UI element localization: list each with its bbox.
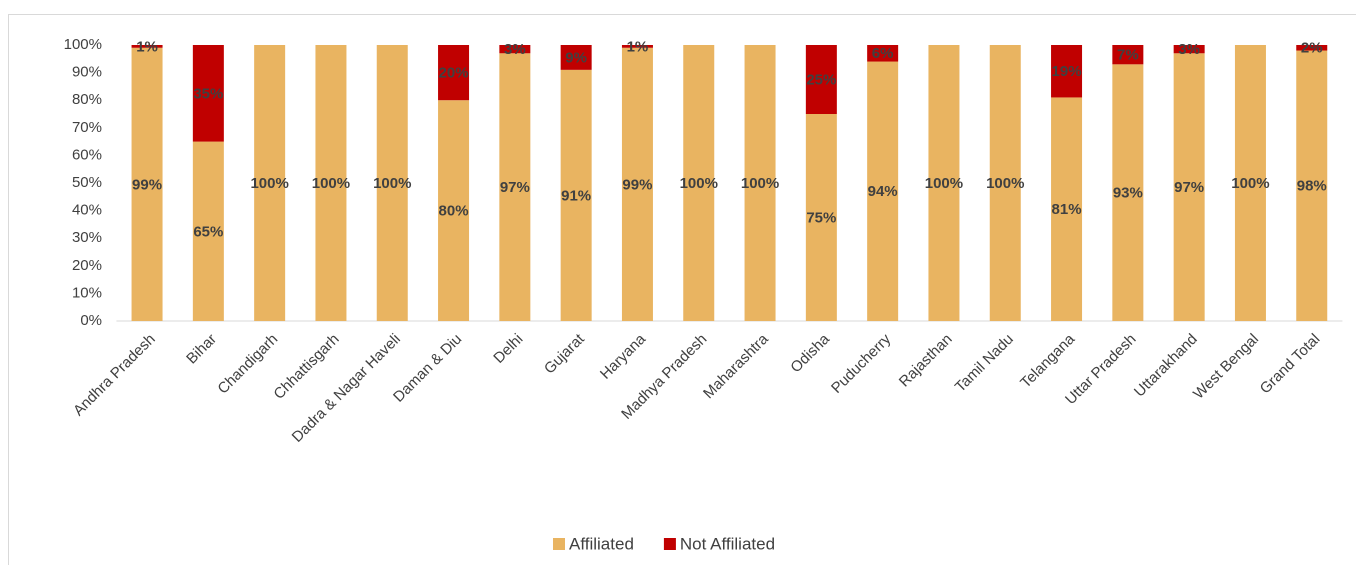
y-tick-label: 90%: [72, 64, 102, 81]
bar-segment: [560, 45, 592, 70]
bar-segment: [560, 69, 592, 321]
bar-segment: [438, 100, 470, 321]
data-label: 98%: [1297, 178, 1327, 195]
data-label: 100%: [250, 175, 288, 192]
data-label: 99%: [132, 176, 162, 193]
y-tick-label: 30%: [72, 229, 102, 246]
data-label: 25%: [806, 71, 836, 88]
data-label: 97%: [500, 179, 530, 196]
bar-segment: [1112, 64, 1144, 321]
bar-segment: [1051, 45, 1083, 98]
data-label: 100%: [680, 175, 718, 192]
bar-segment: [1296, 45, 1328, 51]
bar-segment: [192, 45, 224, 142]
data-label: 9%: [565, 49, 587, 66]
data-label: 97%: [1174, 179, 1204, 196]
data-label: 80%: [439, 203, 469, 220]
y-tick-label: 100%: [64, 36, 102, 53]
legend-swatch: [553, 538, 565, 550]
data-label: 35%: [193, 85, 223, 102]
data-label: 100%: [986, 175, 1024, 192]
data-label: 100%: [741, 175, 779, 192]
bar-segment: [1173, 45, 1205, 54]
bar-segment: [744, 45, 776, 321]
y-tick-label: 0%: [80, 312, 102, 329]
data-label: 3%: [504, 41, 526, 58]
data-label: 2%: [1301, 40, 1323, 57]
bar-segment: [805, 45, 837, 114]
bar-segment: [131, 45, 163, 48]
bar-segment: [499, 53, 531, 321]
bar-segment: [989, 45, 1021, 321]
y-tick-label: 80%: [72, 91, 102, 108]
data-label: 100%: [925, 175, 963, 192]
y-tick-label: 10%: [72, 284, 102, 301]
bar-segment: [621, 45, 653, 48]
data-label: 100%: [312, 175, 350, 192]
y-tick-label: 60%: [72, 146, 102, 163]
legend-label: Affiliated: [569, 534, 634, 553]
data-label: 93%: [1113, 185, 1143, 202]
data-label: 1%: [627, 38, 649, 55]
bar-segment: [1051, 97, 1083, 321]
legend-label: Not Affiliated: [680, 534, 775, 553]
bar-segment: [1234, 45, 1266, 321]
bar-segment: [621, 47, 653, 321]
bar-segment: [1296, 50, 1328, 322]
data-label: 6%: [872, 45, 894, 62]
y-tick-label: 20%: [72, 257, 102, 274]
data-label: 99%: [622, 176, 652, 193]
bar-segment: [254, 45, 286, 321]
data-label: 94%: [868, 183, 898, 200]
data-label: 100%: [1231, 175, 1269, 192]
y-tick-label: 70%: [72, 119, 102, 136]
bar-segment: [192, 141, 224, 321]
legend-swatch: [663, 538, 676, 550]
bar-segment: [438, 45, 470, 101]
data-label: 81%: [1052, 201, 1082, 218]
data-label: 75%: [806, 209, 836, 226]
data-label: 19%: [1052, 63, 1082, 80]
y-tick-label: 40%: [72, 202, 102, 219]
bar-segment: [376, 45, 408, 321]
data-label: 3%: [1178, 41, 1200, 58]
bar-segment: [499, 45, 531, 54]
data-label: 65%: [193, 223, 223, 240]
bar-segment: [683, 45, 715, 321]
data-label: 20%: [439, 65, 469, 82]
bar-segment: [867, 45, 899, 62]
data-label: 100%: [373, 175, 411, 192]
data-label: 1%: [136, 38, 158, 55]
bar-segment: [867, 61, 899, 322]
bar-segment: [315, 45, 347, 321]
bar-segment: [131, 47, 163, 321]
data-label: 91%: [561, 187, 591, 204]
bar-segment: [928, 45, 960, 321]
bar-segment: [1173, 53, 1205, 321]
bar-segment: [805, 114, 837, 321]
y-tick-label: 50%: [72, 174, 102, 191]
bar-segment: [1112, 45, 1144, 65]
data-label: 7%: [1117, 47, 1139, 64]
